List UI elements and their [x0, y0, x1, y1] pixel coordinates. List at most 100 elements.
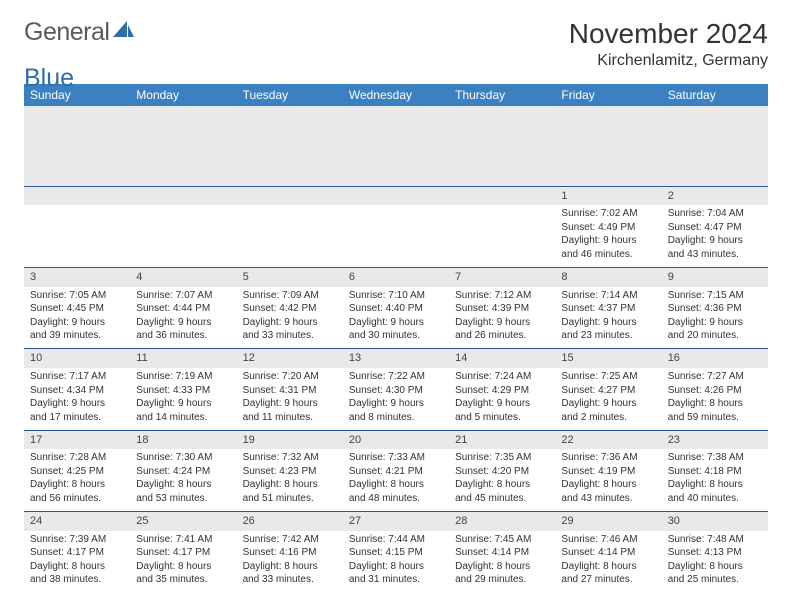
daylight-line-1: Daylight: 9 hours [561, 397, 655, 411]
daylight-line-1: Daylight: 8 hours [349, 560, 443, 574]
daylight-line-1: Daylight: 9 hours [243, 316, 337, 330]
day-content-cell: Sunrise: 7:20 AMSunset: 4:31 PMDaylight:… [237, 368, 343, 430]
sunrise-line: Sunrise: 7:02 AM [561, 207, 655, 221]
sunrise-line: Sunrise: 7:33 AM [349, 451, 443, 465]
day-number-cell: 16 [662, 349, 768, 368]
sunrise-line: Sunrise: 7:15 AM [668, 289, 762, 303]
weekday-header: Tuesday [237, 84, 343, 106]
daylight-line-2: and 27 minutes. [561, 573, 655, 587]
sunset-line: Sunset: 4:31 PM [243, 384, 337, 398]
sunset-line: Sunset: 4:33 PM [136, 384, 230, 398]
day-number-cell [449, 186, 555, 205]
sunrise-line: Sunrise: 7:39 AM [30, 533, 124, 547]
sunrise-line: Sunrise: 7:35 AM [455, 451, 549, 465]
day-content-cell: Sunrise: 7:32 AMSunset: 4:23 PMDaylight:… [237, 449, 343, 511]
daylight-line-1: Daylight: 8 hours [455, 560, 549, 574]
day-number-cell: 9 [662, 267, 768, 286]
day-number-cell: 12 [237, 349, 343, 368]
daylight-line-2: and 23 minutes. [561, 329, 655, 343]
day-content-cell: Sunrise: 7:42 AMSunset: 4:16 PMDaylight:… [237, 531, 343, 593]
daylight-line-2: and 8 minutes. [349, 411, 443, 425]
sunset-line: Sunset: 4:19 PM [561, 465, 655, 479]
daylight-line-1: Daylight: 9 hours [349, 316, 443, 330]
day-content-cell [24, 205, 130, 267]
day-content-cell: Sunrise: 7:04 AMSunset: 4:47 PMDaylight:… [662, 205, 768, 267]
sunrise-line: Sunrise: 7:19 AM [136, 370, 230, 384]
daylight-line-2: and 17 minutes. [30, 411, 124, 425]
daylight-line-2: and 48 minutes. [349, 492, 443, 506]
sunrise-line: Sunrise: 7:32 AM [243, 451, 337, 465]
title-block: November 2024 Kirchenlamitz, Germany [569, 18, 768, 70]
daylight-line-2: and 39 minutes. [30, 329, 124, 343]
day-content-cell: Sunrise: 7:33 AMSunset: 4:21 PMDaylight:… [343, 449, 449, 511]
header: General November 2024 Kirchenlamitz, Ger… [24, 18, 768, 70]
day-content-cell: Sunrise: 7:45 AMSunset: 4:14 PMDaylight:… [449, 531, 555, 593]
daylight-line-2: and 38 minutes. [30, 573, 124, 587]
daylight-line-1: Daylight: 8 hours [243, 560, 337, 574]
logo-word-2: Blue [24, 64, 74, 93]
daylight-line-1: Daylight: 8 hours [243, 478, 337, 492]
day-number-cell: 10 [24, 349, 130, 368]
sunset-line: Sunset: 4:21 PM [349, 465, 443, 479]
day-content-cell: Sunrise: 7:48 AMSunset: 4:13 PMDaylight:… [662, 531, 768, 593]
day-number-row: 24252627282930 [24, 511, 768, 530]
logo: General [24, 18, 137, 47]
location: Kirchenlamitz, Germany [569, 52, 768, 70]
day-content-row: Sunrise: 7:05 AMSunset: 4:45 PMDaylight:… [24, 287, 768, 349]
sunrise-line: Sunrise: 7:27 AM [668, 370, 762, 384]
day-content-row: Sunrise: 7:02 AMSunset: 4:49 PMDaylight:… [24, 205, 768, 267]
month-title: November 2024 [569, 18, 768, 50]
day-number-cell: 21 [449, 430, 555, 449]
sunset-line: Sunset: 4:36 PM [668, 302, 762, 316]
sail-icon [113, 21, 135, 44]
sunrise-line: Sunrise: 7:41 AM [136, 533, 230, 547]
daylight-line-1: Daylight: 8 hours [561, 478, 655, 492]
sunset-line: Sunset: 4:29 PM [455, 384, 549, 398]
sunset-line: Sunset: 4:44 PM [136, 302, 230, 316]
sunrise-line: Sunrise: 7:12 AM [455, 289, 549, 303]
day-number-cell: 25 [130, 511, 236, 530]
daylight-line-2: and 26 minutes. [455, 329, 549, 343]
daylight-line-1: Daylight: 9 hours [455, 397, 549, 411]
daylight-line-2: and 46 minutes. [561, 248, 655, 262]
day-number-cell: 18 [130, 430, 236, 449]
sunset-line: Sunset: 4:23 PM [243, 465, 337, 479]
daylight-line-1: Daylight: 8 hours [349, 478, 443, 492]
day-number-cell: 23 [662, 430, 768, 449]
sunset-line: Sunset: 4:17 PM [30, 546, 124, 560]
sunset-line: Sunset: 4:13 PM [668, 546, 762, 560]
daylight-line-2: and 29 minutes. [455, 573, 549, 587]
sunrise-line: Sunrise: 7:24 AM [455, 370, 549, 384]
day-number-cell: 1 [555, 186, 661, 205]
daylight-line-1: Daylight: 9 hours [30, 316, 124, 330]
weekday-header: Monday [130, 84, 236, 106]
daylight-line-2: and 35 minutes. [136, 573, 230, 587]
day-number-cell: 26 [237, 511, 343, 530]
daylight-line-2: and 30 minutes. [349, 329, 443, 343]
weekday-header: Saturday [662, 84, 768, 106]
daylight-line-2: and 43 minutes. [561, 492, 655, 506]
daylight-line-1: Daylight: 8 hours [668, 478, 762, 492]
day-content-cell: Sunrise: 7:05 AMSunset: 4:45 PMDaylight:… [24, 287, 130, 349]
day-number-cell: 19 [237, 430, 343, 449]
day-content-cell: Sunrise: 7:27 AMSunset: 4:26 PMDaylight:… [662, 368, 768, 430]
day-number-cell: 4 [130, 267, 236, 286]
daylight-line-1: Daylight: 9 hours [561, 316, 655, 330]
sunset-line: Sunset: 4:14 PM [455, 546, 549, 560]
day-content-cell: Sunrise: 7:41 AMSunset: 4:17 PMDaylight:… [130, 531, 236, 593]
day-number-cell: 8 [555, 267, 661, 286]
day-content-row: Sunrise: 7:39 AMSunset: 4:17 PMDaylight:… [24, 531, 768, 593]
daylight-line-1: Daylight: 9 hours [243, 397, 337, 411]
day-number-cell: 3 [24, 267, 130, 286]
daylight-line-1: Daylight: 9 hours [561, 234, 655, 248]
day-number-cell: 17 [24, 430, 130, 449]
sunset-line: Sunset: 4:16 PM [243, 546, 337, 560]
day-content-cell: Sunrise: 7:10 AMSunset: 4:40 PMDaylight:… [343, 287, 449, 349]
sunset-line: Sunset: 4:17 PM [136, 546, 230, 560]
day-number-cell: 14 [449, 349, 555, 368]
sunset-line: Sunset: 4:40 PM [349, 302, 443, 316]
sunset-line: Sunset: 4:14 PM [561, 546, 655, 560]
sunset-line: Sunset: 4:34 PM [30, 384, 124, 398]
daylight-line-1: Daylight: 9 hours [455, 316, 549, 330]
sunset-line: Sunset: 4:20 PM [455, 465, 549, 479]
